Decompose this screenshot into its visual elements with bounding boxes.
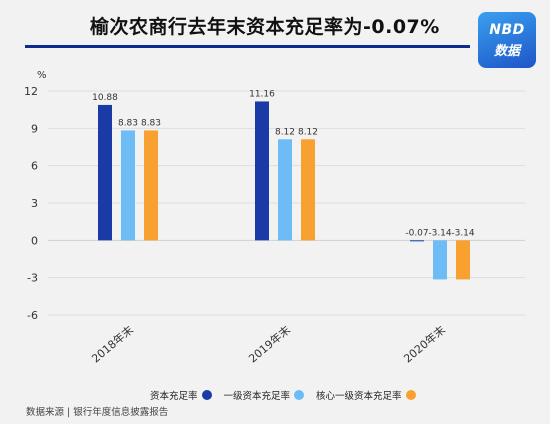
x-axis-ticks: 2018年末 2019年末 2020年末 (89, 323, 448, 366)
bar (301, 139, 315, 241)
legend-label: 核心一级资本充足率 (316, 391, 402, 402)
chart-title: 榆次农商行去年末资本充足率为-0.07% (90, 16, 440, 38)
legend-swatch (405, 390, 416, 400)
bar (255, 101, 269, 241)
bar (433, 240, 447, 280)
bar (278, 139, 292, 241)
y-tick-label: 6 (31, 160, 38, 173)
y-tick-label: 0 (31, 234, 38, 247)
y-axis-unit: % (37, 70, 47, 81)
bar-value-label: 8.83 (141, 118, 161, 128)
y-tick-label: 9 (31, 122, 38, 135)
nbd-logo: NBD 数据 (478, 12, 536, 68)
legend-label: 资本充足率 (150, 391, 198, 402)
bar (456, 240, 470, 280)
bar-value-label: -3.14 (451, 228, 475, 238)
y-tick-label: -6 (27, 309, 38, 322)
bars (98, 101, 470, 280)
legend-swatch (294, 390, 305, 400)
bar-value-label: -3.14 (428, 228, 452, 238)
logo-text: NBD (489, 22, 525, 38)
data-source: 数据来源 | 银行年度信息披露报告 (26, 407, 169, 418)
bar-value-label: -0.07 (405, 228, 428, 238)
bar-value-label: 10.88 (92, 93, 118, 103)
y-axis-ticks: 12 9 6 3 0 -3 -6 (24, 85, 38, 322)
x-tick-label: 2018年末 (89, 323, 136, 366)
bar (144, 130, 158, 241)
bar-value-label: 8.12 (298, 127, 318, 137)
legend: 资本充足率 一级资本充足率 核心一级资本充足率 (150, 388, 428, 402)
legend-item: 核心一级资本充足率 (316, 388, 416, 402)
bar-value-label: 8.83 (118, 118, 138, 128)
bar (98, 104, 112, 241)
legend-item: 资本充足率 (150, 388, 212, 402)
x-tick-label: 2019年末 (246, 323, 293, 366)
bar-value-label: 8.12 (275, 127, 295, 137)
bar (121, 130, 135, 241)
legend-label: 一级资本充足率 (223, 391, 291, 402)
y-tick-label: -3 (27, 272, 38, 285)
x-tick-label: 2020年末 (401, 323, 448, 366)
logo-subtext: 数据 (493, 44, 520, 59)
legend-swatch (201, 390, 212, 400)
bar (410, 240, 424, 242)
y-tick-label: 12 (24, 85, 38, 98)
bar-value-label: 11.16 (249, 89, 275, 99)
y-tick-label: 3 (31, 197, 38, 210)
legend-item: 一级资本充足率 (224, 388, 305, 402)
title-underline (25, 45, 470, 48)
